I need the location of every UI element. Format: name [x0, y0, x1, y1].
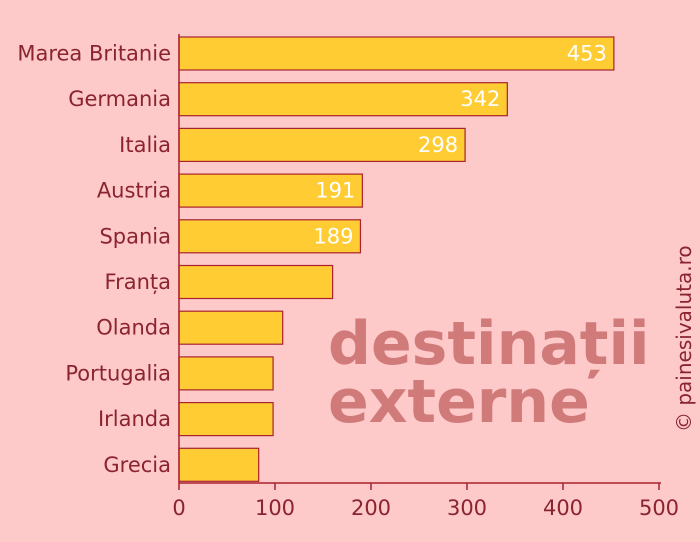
category-label: Grecia	[103, 453, 171, 477]
category-label: Spania	[99, 224, 171, 248]
credit-text: © painesivaluta.ro	[672, 245, 696, 432]
annotation-line-1: destinații	[328, 309, 650, 379]
x-tick-label: 100	[255, 496, 295, 520]
x-tick-label: 400	[543, 496, 583, 520]
category-label: Irlanda	[98, 407, 171, 431]
category-label: Olanda	[96, 316, 171, 340]
data-label: 453	[567, 42, 607, 66]
data-label: 342	[460, 87, 500, 111]
category-label: Germania	[68, 87, 171, 111]
x-tick-label: 300	[447, 496, 487, 520]
category-label: Marea Britanie	[17, 42, 171, 66]
bar	[178, 402, 274, 437]
chart-annotation: destinații externe	[328, 309, 650, 437]
bar	[178, 82, 508, 117]
category-label: Italia	[119, 133, 171, 157]
bar	[178, 447, 260, 482]
data-label: 298	[418, 133, 458, 157]
x-tick-label: 0	[172, 496, 185, 520]
bar	[178, 356, 274, 391]
bars-layer: Marea Britanie 453 Germania 342 Italia 298 Aus…	[17, 36, 615, 482]
category-label: Austria	[97, 179, 171, 203]
x-tick-label: 500	[639, 496, 679, 520]
category-label: Portugalia	[65, 361, 171, 385]
bar	[178, 36, 615, 71]
category-label: Franța	[105, 270, 171, 294]
bar	[178, 173, 363, 208]
data-label: 191	[315, 179, 355, 203]
bar	[178, 310, 284, 345]
x-axis: 0 100 200 300 400 500	[172, 34, 679, 520]
data-label: 189	[313, 224, 353, 248]
bar	[178, 127, 466, 162]
bar	[178, 219, 362, 254]
x-tick-label: 200	[351, 496, 391, 520]
bar	[178, 264, 334, 300]
annotation-line-2: externe	[328, 367, 590, 437]
